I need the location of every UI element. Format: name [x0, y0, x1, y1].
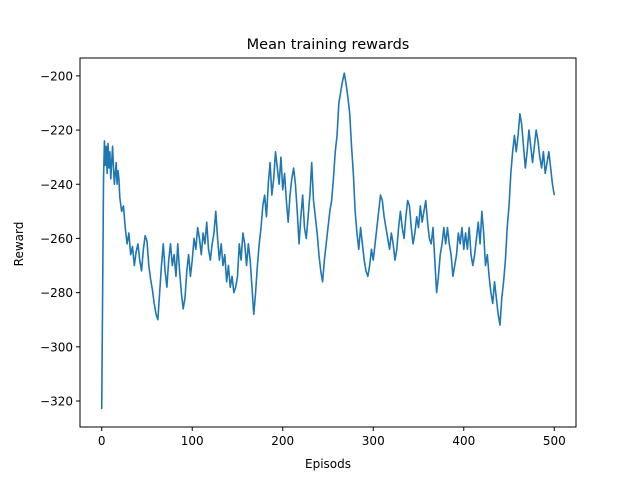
x-tick-label: 100	[181, 434, 204, 448]
y-tick-label: −220	[40, 124, 73, 138]
plot-area	[100, 72, 556, 410]
chart-title: Mean training rewards	[247, 37, 410, 53]
y-tick-label: −260	[40, 232, 73, 246]
y-tick-label: −300	[40, 340, 73, 354]
x-tick-label: 300	[362, 434, 385, 448]
x-tick-label: 0	[98, 434, 106, 448]
y-axis-label: Reward	[12, 222, 26, 267]
plot-frame	[79, 57, 577, 428]
y-tick-label: −240	[40, 178, 73, 192]
y-tick-label: −280	[40, 286, 73, 300]
x-tick-label: 500	[543, 434, 566, 448]
y-tick-label: −320	[40, 394, 73, 408]
y-tick-label: −200	[40, 69, 73, 83]
x-tick-label: 200	[271, 434, 294, 448]
x-tick-label: 400	[452, 434, 475, 448]
x-axis: 0 100 200 300 400 500	[98, 427, 566, 448]
y-axis: −200 −220 −240 −260 −280 −300 −320	[40, 69, 80, 408]
x-axis-label: Episods	[305, 457, 351, 471]
series-line	[100, 72, 556, 410]
